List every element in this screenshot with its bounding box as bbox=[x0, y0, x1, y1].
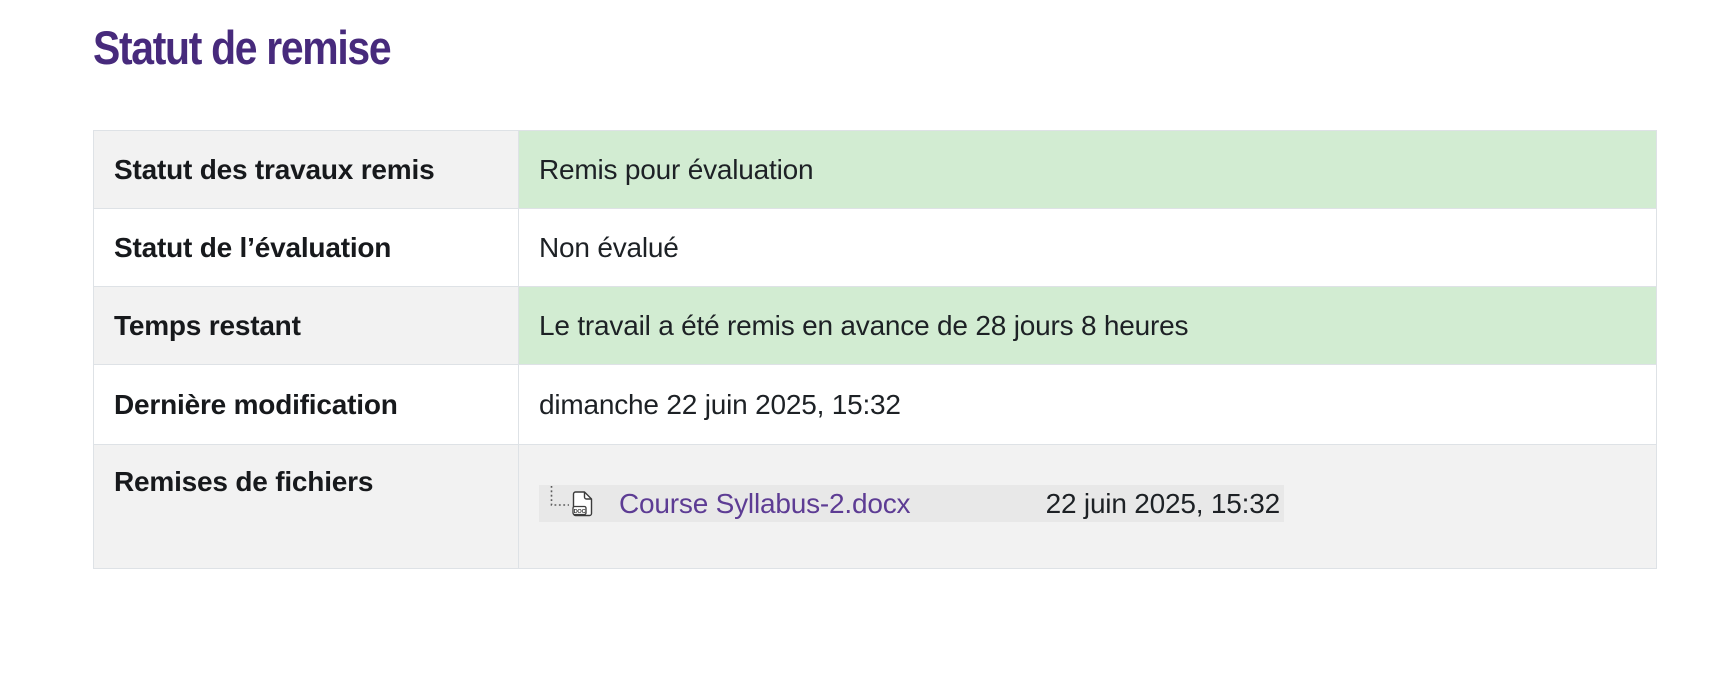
row-label-file-submissions: Remises de fichiers bbox=[93, 444, 519, 569]
submitted-file-link[interactable]: Course Syllabus-2.docx bbox=[619, 487, 911, 519]
row-value-file-submissions: DOC Course Syllabus-2.docx 22 juin 2025,… bbox=[518, 444, 1657, 569]
doc-file-icon: DOC bbox=[572, 491, 593, 517]
row-label-grading-status: Statut de l’évaluation bbox=[93, 208, 519, 287]
row-value-time-remaining: Le travail a été remis en avance de 28 j… bbox=[518, 286, 1657, 365]
page-title: Statut de remise bbox=[93, 21, 392, 74]
table-row-last-modified: Dernière modification dimanche 22 juin 2… bbox=[93, 364, 1657, 445]
row-label-submission-status: Statut des travaux remis bbox=[93, 130, 519, 209]
row-value-last-modified: dimanche 22 juin 2025, 15:32 bbox=[518, 364, 1657, 445]
table-row-grading-status: Statut de l’évaluation Non évalué bbox=[93, 208, 1657, 287]
submission-status-table: Statut des travaux remis Remis pour éval… bbox=[93, 130, 1657, 569]
assignment-submission-status-page: Statut de remise Statut des travaux remi… bbox=[93, 22, 1657, 569]
table-row-file-submissions: Remises de fichiers DOC bbox=[93, 444, 1657, 569]
submitted-file-date: 22 juin 2025, 15:32 bbox=[1045, 487, 1281, 519]
submitted-file-row: DOC Course Syllabus-2.docx 22 juin 2025,… bbox=[539, 485, 1284, 522]
table-row-time-remaining: Temps restant Le travail a été remis en … bbox=[93, 286, 1657, 365]
row-label-last-modified: Dernière modification bbox=[93, 364, 519, 445]
row-label-time-remaining: Temps restant bbox=[93, 286, 519, 365]
row-value-grading-status: Non évalué bbox=[518, 208, 1657, 287]
svg-text:DOC: DOC bbox=[574, 509, 586, 515]
table-row-submission-status: Statut des travaux remis Remis pour éval… bbox=[93, 130, 1657, 209]
row-value-submission-status: Remis pour évaluation bbox=[518, 130, 1657, 209]
tree-branch-icon bbox=[550, 485, 570, 509]
